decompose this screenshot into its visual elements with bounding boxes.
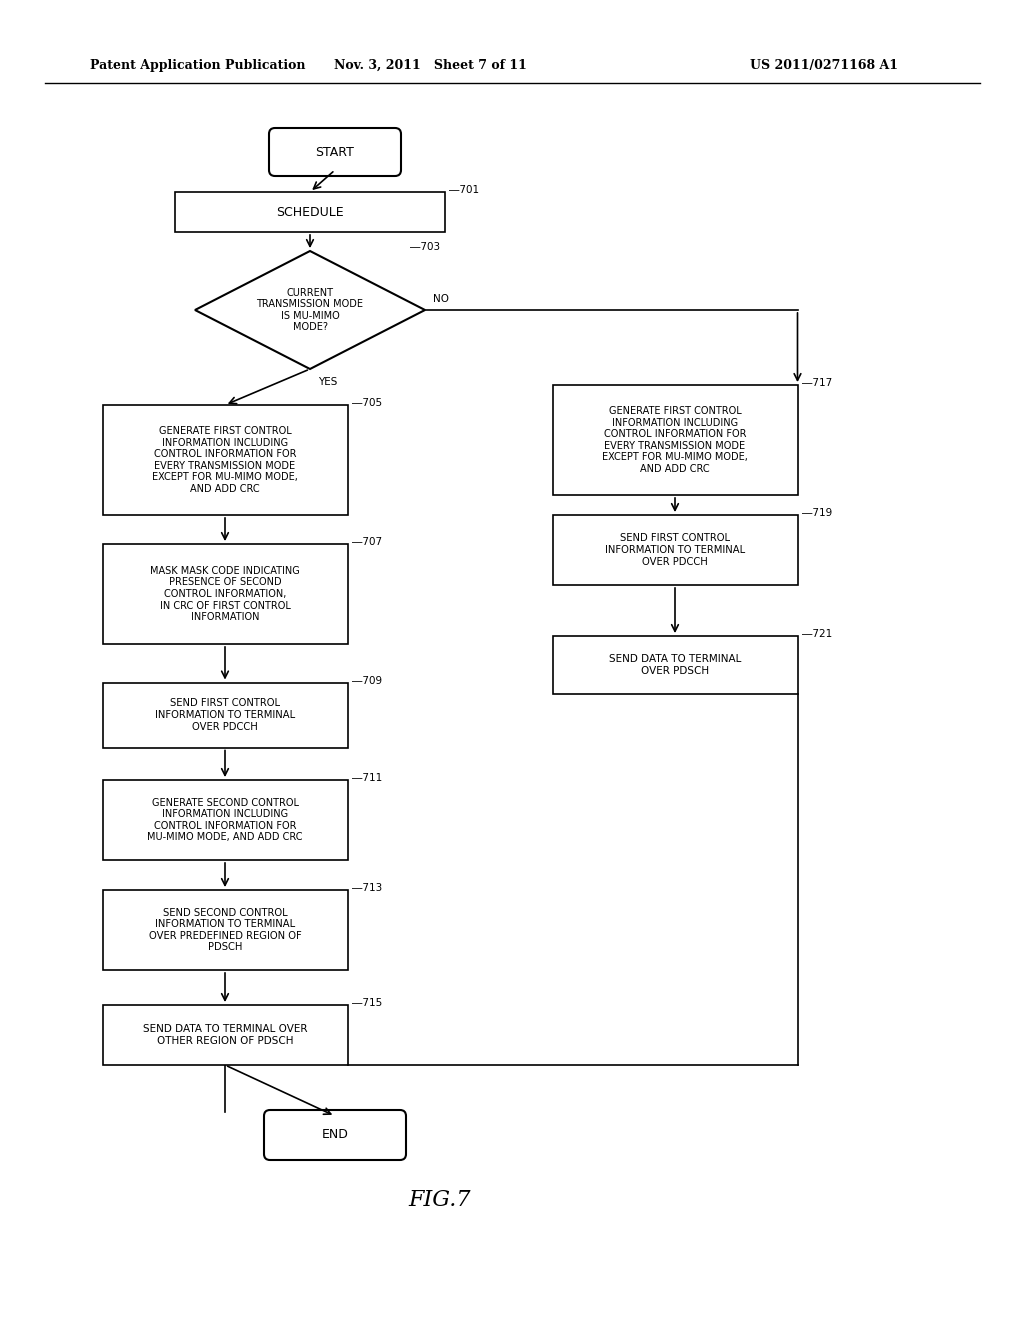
Text: ―703: ―703 (410, 242, 440, 252)
Text: US 2011/0271168 A1: US 2011/0271168 A1 (750, 58, 898, 71)
FancyBboxPatch shape (102, 780, 347, 861)
Text: SCHEDULE: SCHEDULE (276, 206, 344, 219)
Text: ―719: ―719 (802, 508, 831, 517)
Text: ―713: ―713 (351, 883, 382, 894)
Text: END: END (322, 1129, 348, 1142)
FancyBboxPatch shape (102, 544, 347, 644)
Text: ―701: ―701 (449, 185, 479, 195)
Text: SEND SECOND CONTROL
INFORMATION TO TERMINAL
OVER PREDEFINED REGION OF
PDSCH: SEND SECOND CONTROL INFORMATION TO TERMI… (148, 908, 301, 953)
Text: CURRENT
TRANSMISSION MODE
IS MU-MIMO
MODE?: CURRENT TRANSMISSION MODE IS MU-MIMO MOD… (256, 288, 364, 333)
FancyBboxPatch shape (175, 191, 445, 232)
Text: MASK MASK CODE INDICATING
PRESENCE OF SECOND
CONTROL INFORMATION,
IN CRC OF FIRS: MASK MASK CODE INDICATING PRESENCE OF SE… (151, 566, 300, 622)
Text: ―705: ―705 (351, 399, 382, 408)
Text: ―711: ―711 (351, 774, 382, 783)
FancyBboxPatch shape (102, 405, 347, 515)
FancyBboxPatch shape (102, 682, 347, 747)
Text: Nov. 3, 2011   Sheet 7 of 11: Nov. 3, 2011 Sheet 7 of 11 (334, 58, 526, 71)
Text: FIG.7: FIG.7 (409, 1189, 471, 1210)
Text: SEND FIRST CONTROL
INFORMATION TO TERMINAL
OVER PDCCH: SEND FIRST CONTROL INFORMATION TO TERMIN… (605, 533, 745, 566)
Text: Patent Application Publication: Patent Application Publication (90, 58, 305, 71)
Text: GENERATE SECOND CONTROL
INFORMATION INCLUDING
CONTROL INFORMATION FOR
MU-MIMO MO: GENERATE SECOND CONTROL INFORMATION INCL… (147, 797, 303, 842)
FancyBboxPatch shape (102, 890, 347, 970)
Text: START: START (315, 145, 354, 158)
FancyBboxPatch shape (553, 636, 798, 694)
Polygon shape (195, 251, 425, 370)
FancyBboxPatch shape (553, 515, 798, 585)
Text: SEND DATA TO TERMINAL
OVER PDSCH: SEND DATA TO TERMINAL OVER PDSCH (609, 655, 741, 676)
Text: GENERATE FIRST CONTROL
INFORMATION INCLUDING
CONTROL INFORMATION FOR
EVERY TRANS: GENERATE FIRST CONTROL INFORMATION INCLU… (152, 426, 298, 494)
Text: SEND FIRST CONTROL
INFORMATION TO TERMINAL
OVER PDCCH: SEND FIRST CONTROL INFORMATION TO TERMIN… (155, 698, 295, 731)
Text: ―709: ―709 (351, 676, 382, 685)
Text: SEND DATA TO TERMINAL OVER
OTHER REGION OF PDSCH: SEND DATA TO TERMINAL OVER OTHER REGION … (142, 1024, 307, 1045)
Text: NO: NO (433, 294, 449, 304)
FancyBboxPatch shape (269, 128, 401, 176)
Text: GENERATE FIRST CONTROL
INFORMATION INCLUDING
CONTROL INFORMATION FOR
EVERY TRANS: GENERATE FIRST CONTROL INFORMATION INCLU… (602, 407, 748, 474)
FancyBboxPatch shape (102, 1005, 347, 1065)
Text: ―707: ―707 (351, 537, 382, 546)
FancyBboxPatch shape (553, 385, 798, 495)
Text: YES: YES (318, 378, 337, 387)
Text: ―715: ―715 (351, 998, 382, 1008)
Text: ―717: ―717 (802, 378, 831, 388)
FancyBboxPatch shape (264, 1110, 406, 1160)
Text: ―721: ―721 (802, 630, 831, 639)
